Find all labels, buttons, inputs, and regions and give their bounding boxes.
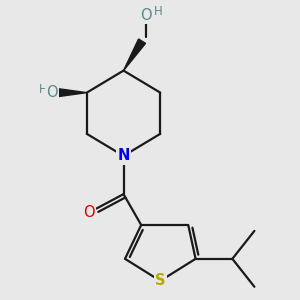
Text: H: H — [154, 5, 162, 18]
Text: O: O — [83, 205, 94, 220]
Text: O: O — [140, 8, 152, 23]
Text: O: O — [46, 85, 58, 100]
Text: S: S — [155, 273, 166, 288]
Polygon shape — [55, 88, 87, 97]
Text: H: H — [39, 82, 48, 96]
Text: N: N — [117, 148, 130, 164]
Polygon shape — [124, 39, 146, 70]
